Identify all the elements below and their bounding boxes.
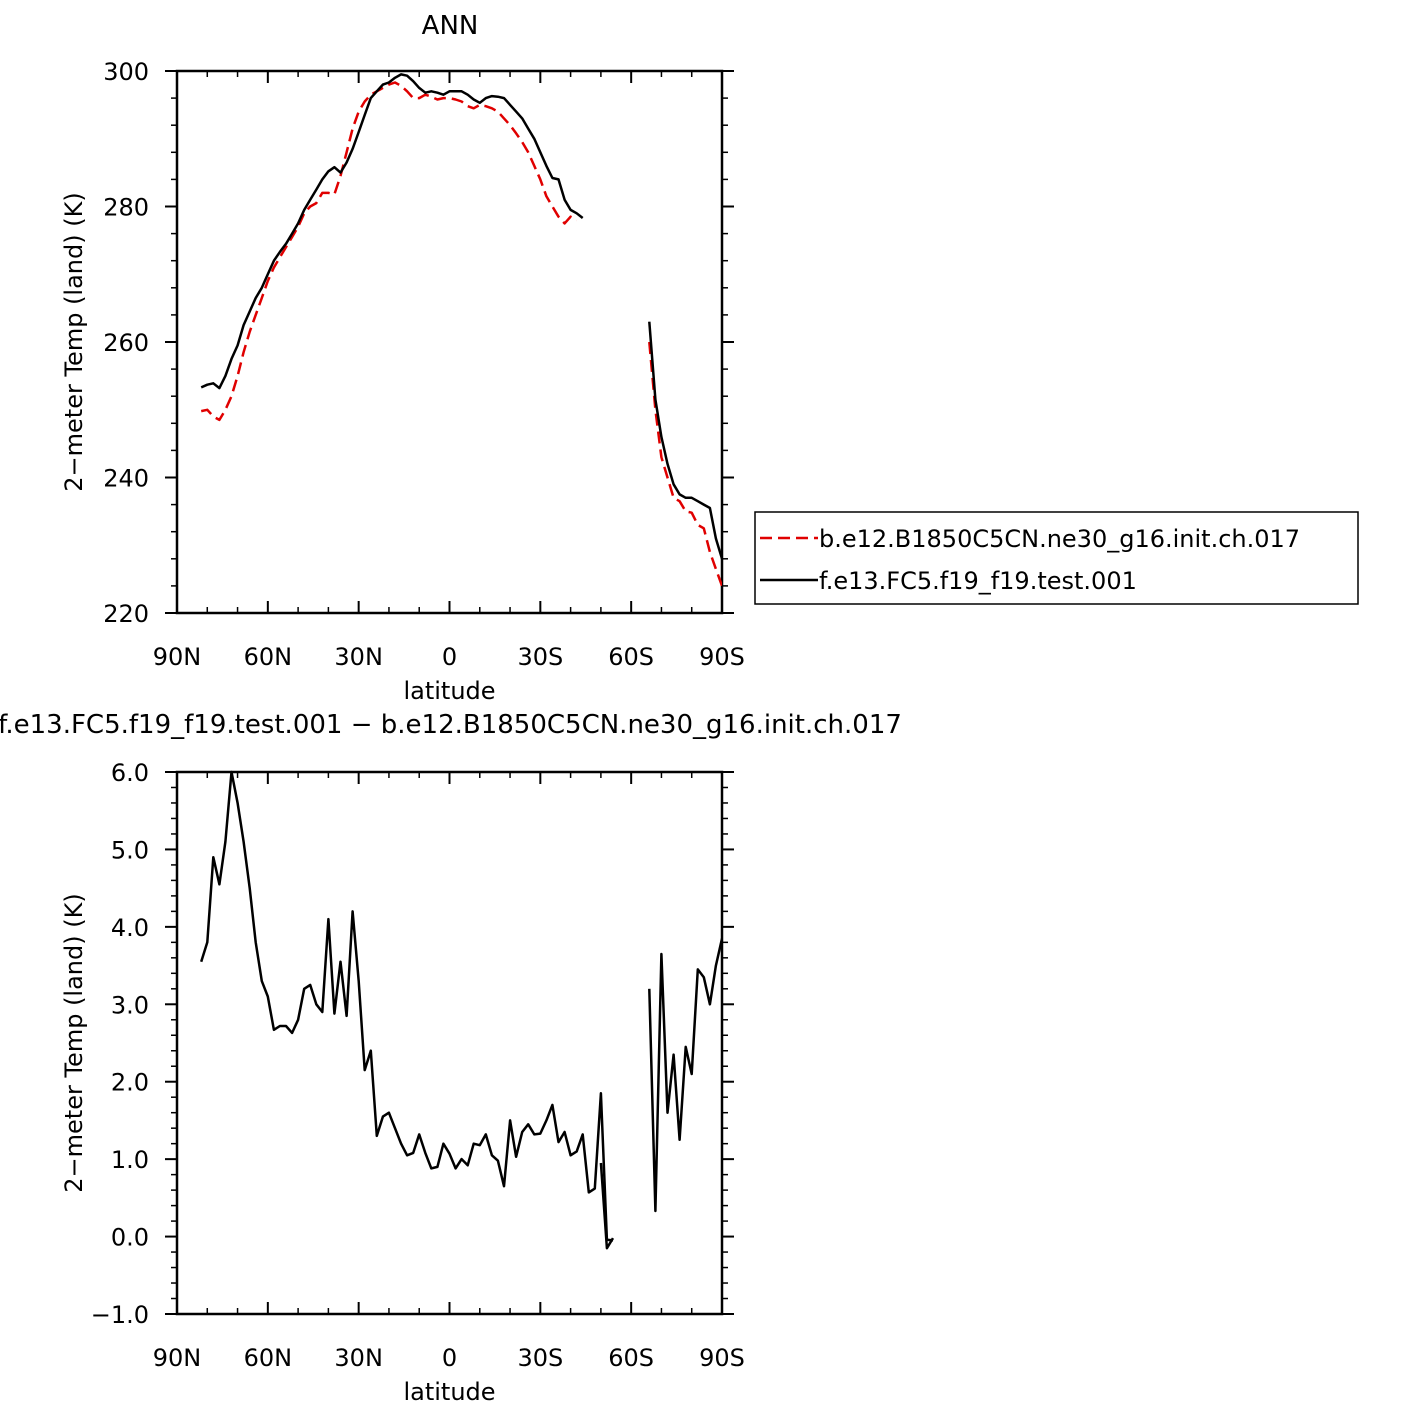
plot-frame [175,770,724,1316]
y-tick-label: 6.0 [111,759,149,787]
legend-label-0: b.e12.B1850C5CN.ne30_g16.init.ch.017 [819,525,1300,553]
x-tick-label: 90S [699,643,745,671]
y-tick-label: 2.0 [111,1069,149,1097]
y-axis-label: 2−meter Temp (land) (K) [60,893,88,1192]
y-tick-label: −1.0 [91,1301,149,1329]
y-tick-label: 260 [103,329,149,357]
y-axis-label: 2−meter Temp (land) (K) [60,192,88,491]
series-line-0-seg-0 [200,81,578,422]
y-tick-label: 220 [103,600,149,628]
plot-frame [175,69,724,615]
series-line-1-seg-0 [200,73,584,390]
chart-title: ANN [422,11,479,41]
series-line-0-seg-0 [200,770,614,1242]
x-tick-label: 0 [442,643,457,671]
x-tick-label: 60N [244,1344,293,1372]
y-tick-label: 5.0 [111,836,149,864]
x-axis-label: latitude [403,1378,495,1406]
x-tick-label: 90N [153,643,202,671]
y-tick-label: 3.0 [111,991,149,1019]
x-tick-label: 60S [608,643,654,671]
chart-title: f.e13.FC5.f19_f19.test.001 − b.e12.B1850… [0,710,902,740]
series-line-1-seg-1 [648,321,722,560]
legend-label-1: f.e13.FC5.f19_f19.test.001 [819,567,1137,595]
y-tick-label: 1.0 [111,1146,149,1174]
x-tick-label: 30N [334,643,383,671]
x-tick-label: 60S [608,1344,654,1372]
x-tick-label: 30S [517,643,563,671]
legend-box [754,511,1359,605]
x-tick-label: 0 [442,1344,457,1372]
x-tick-label: 90N [153,1344,202,1372]
zonal-mean-chart: ANN 90N 60N 30N 0 30S 60S 90S 300 280 260 240 220 lat… [60,11,1359,705]
x-axis-label: latitude [403,677,495,705]
difference-chart: f.e13.FC5.f19_f19.test.001 − b.e12.B1850… [0,710,902,1406]
series-line-0-seg-1 [599,1162,615,1250]
y-tick-label: 300 [103,58,149,86]
series-line-0-seg-2 [648,938,722,1213]
y-tick-label: 280 [103,194,149,222]
series-line-0-seg-1 [648,341,722,587]
x-tick-label: 30S [517,1344,563,1372]
x-tick-label: 30N [334,1344,383,1372]
y-tick-label: 0.0 [111,1224,149,1252]
x-tick-label: 60N [244,643,293,671]
x-tick-label: 90S [699,1344,745,1372]
y-tick-label: 240 [103,465,149,493]
y-tick-label: 4.0 [111,914,149,942]
